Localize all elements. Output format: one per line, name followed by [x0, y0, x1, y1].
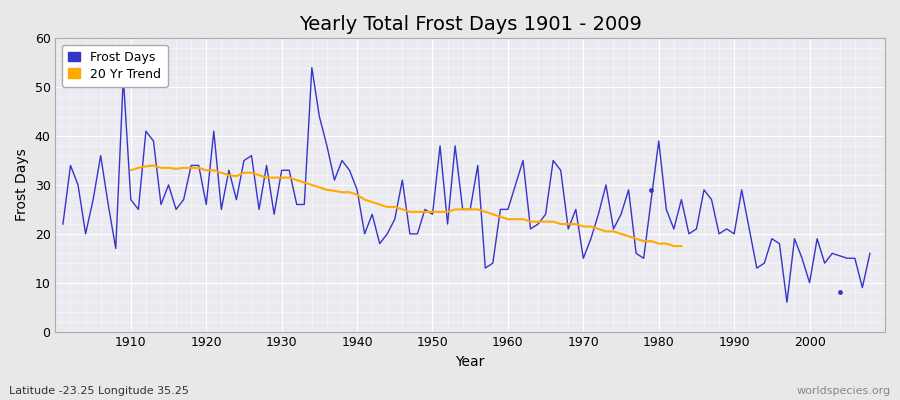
Point [644, 187, 659, 193]
Point [832, 289, 847, 296]
Text: Latitude -23.25 Longitude 35.25: Latitude -23.25 Longitude 35.25 [9, 386, 189, 396]
Text: worldspecies.org: worldspecies.org [796, 386, 891, 396]
X-axis label: Year: Year [455, 355, 485, 369]
Title: Yearly Total Frost Days 1901 - 2009: Yearly Total Frost Days 1901 - 2009 [299, 15, 642, 34]
Legend: Frost Days, 20 Yr Trend: Frost Days, 20 Yr Trend [62, 44, 167, 87]
Y-axis label: Frost Days: Frost Days [15, 148, 29, 221]
